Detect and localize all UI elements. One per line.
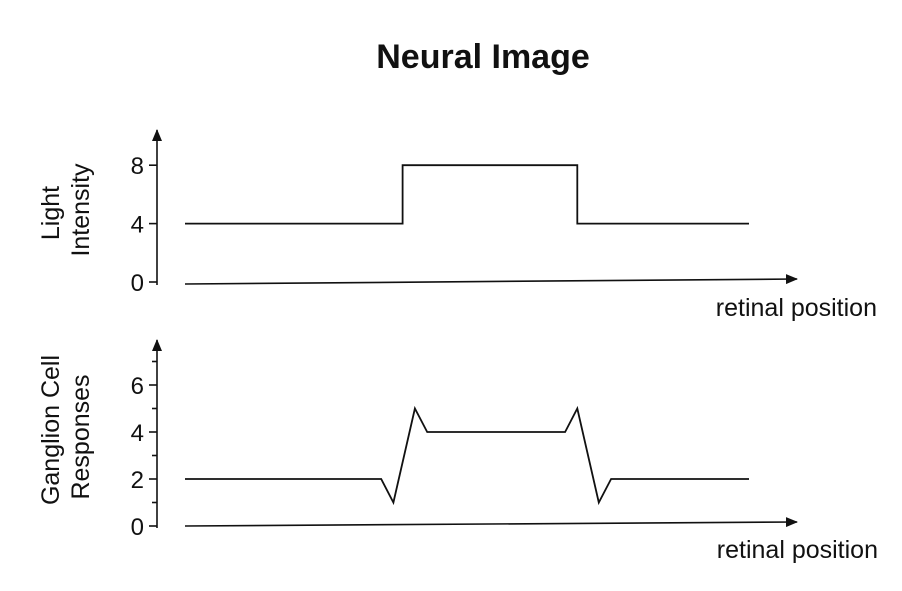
x-axis-label: retinal position xyxy=(717,536,878,564)
y-minor-ticks xyxy=(152,360,157,504)
y-tick-label: 0 xyxy=(131,270,144,297)
ganglion-response-line xyxy=(185,405,749,506)
y-tick-label: 8 xyxy=(131,153,144,180)
y-axis-label-line1: Ganglion Cell xyxy=(37,355,65,505)
y-tick-labels: 0 4 8 xyxy=(131,153,144,297)
y-tick-label: 0 xyxy=(131,514,144,541)
y-ticks xyxy=(149,384,157,527)
y-tick-labels: 0 2 4 6 xyxy=(131,373,144,541)
x-axis xyxy=(184,274,798,285)
y-axis-label-line2: Responses xyxy=(67,374,95,499)
y-tick-label: 4 xyxy=(131,420,144,447)
y-axis-label-line1: Light xyxy=(37,186,65,240)
y-axis-label-line2: Intensity xyxy=(67,163,95,257)
y-tick-label: 4 xyxy=(131,212,144,239)
light-intensity-line xyxy=(185,164,749,225)
x-axis-label: retinal position xyxy=(716,294,877,322)
chart-title: Neural Image xyxy=(376,38,590,76)
x-axis xyxy=(184,517,798,528)
panel-light-intensity: 0 4 8 Light Intensity retinal position xyxy=(37,129,877,322)
y-tick-label: 2 xyxy=(131,467,144,494)
y-tick-label: 6 xyxy=(131,373,144,400)
y-ticks xyxy=(149,164,157,283)
panel-ganglion-responses: 0 2 4 6 Ganglion Cell Responses retinal pos… xyxy=(37,339,878,564)
